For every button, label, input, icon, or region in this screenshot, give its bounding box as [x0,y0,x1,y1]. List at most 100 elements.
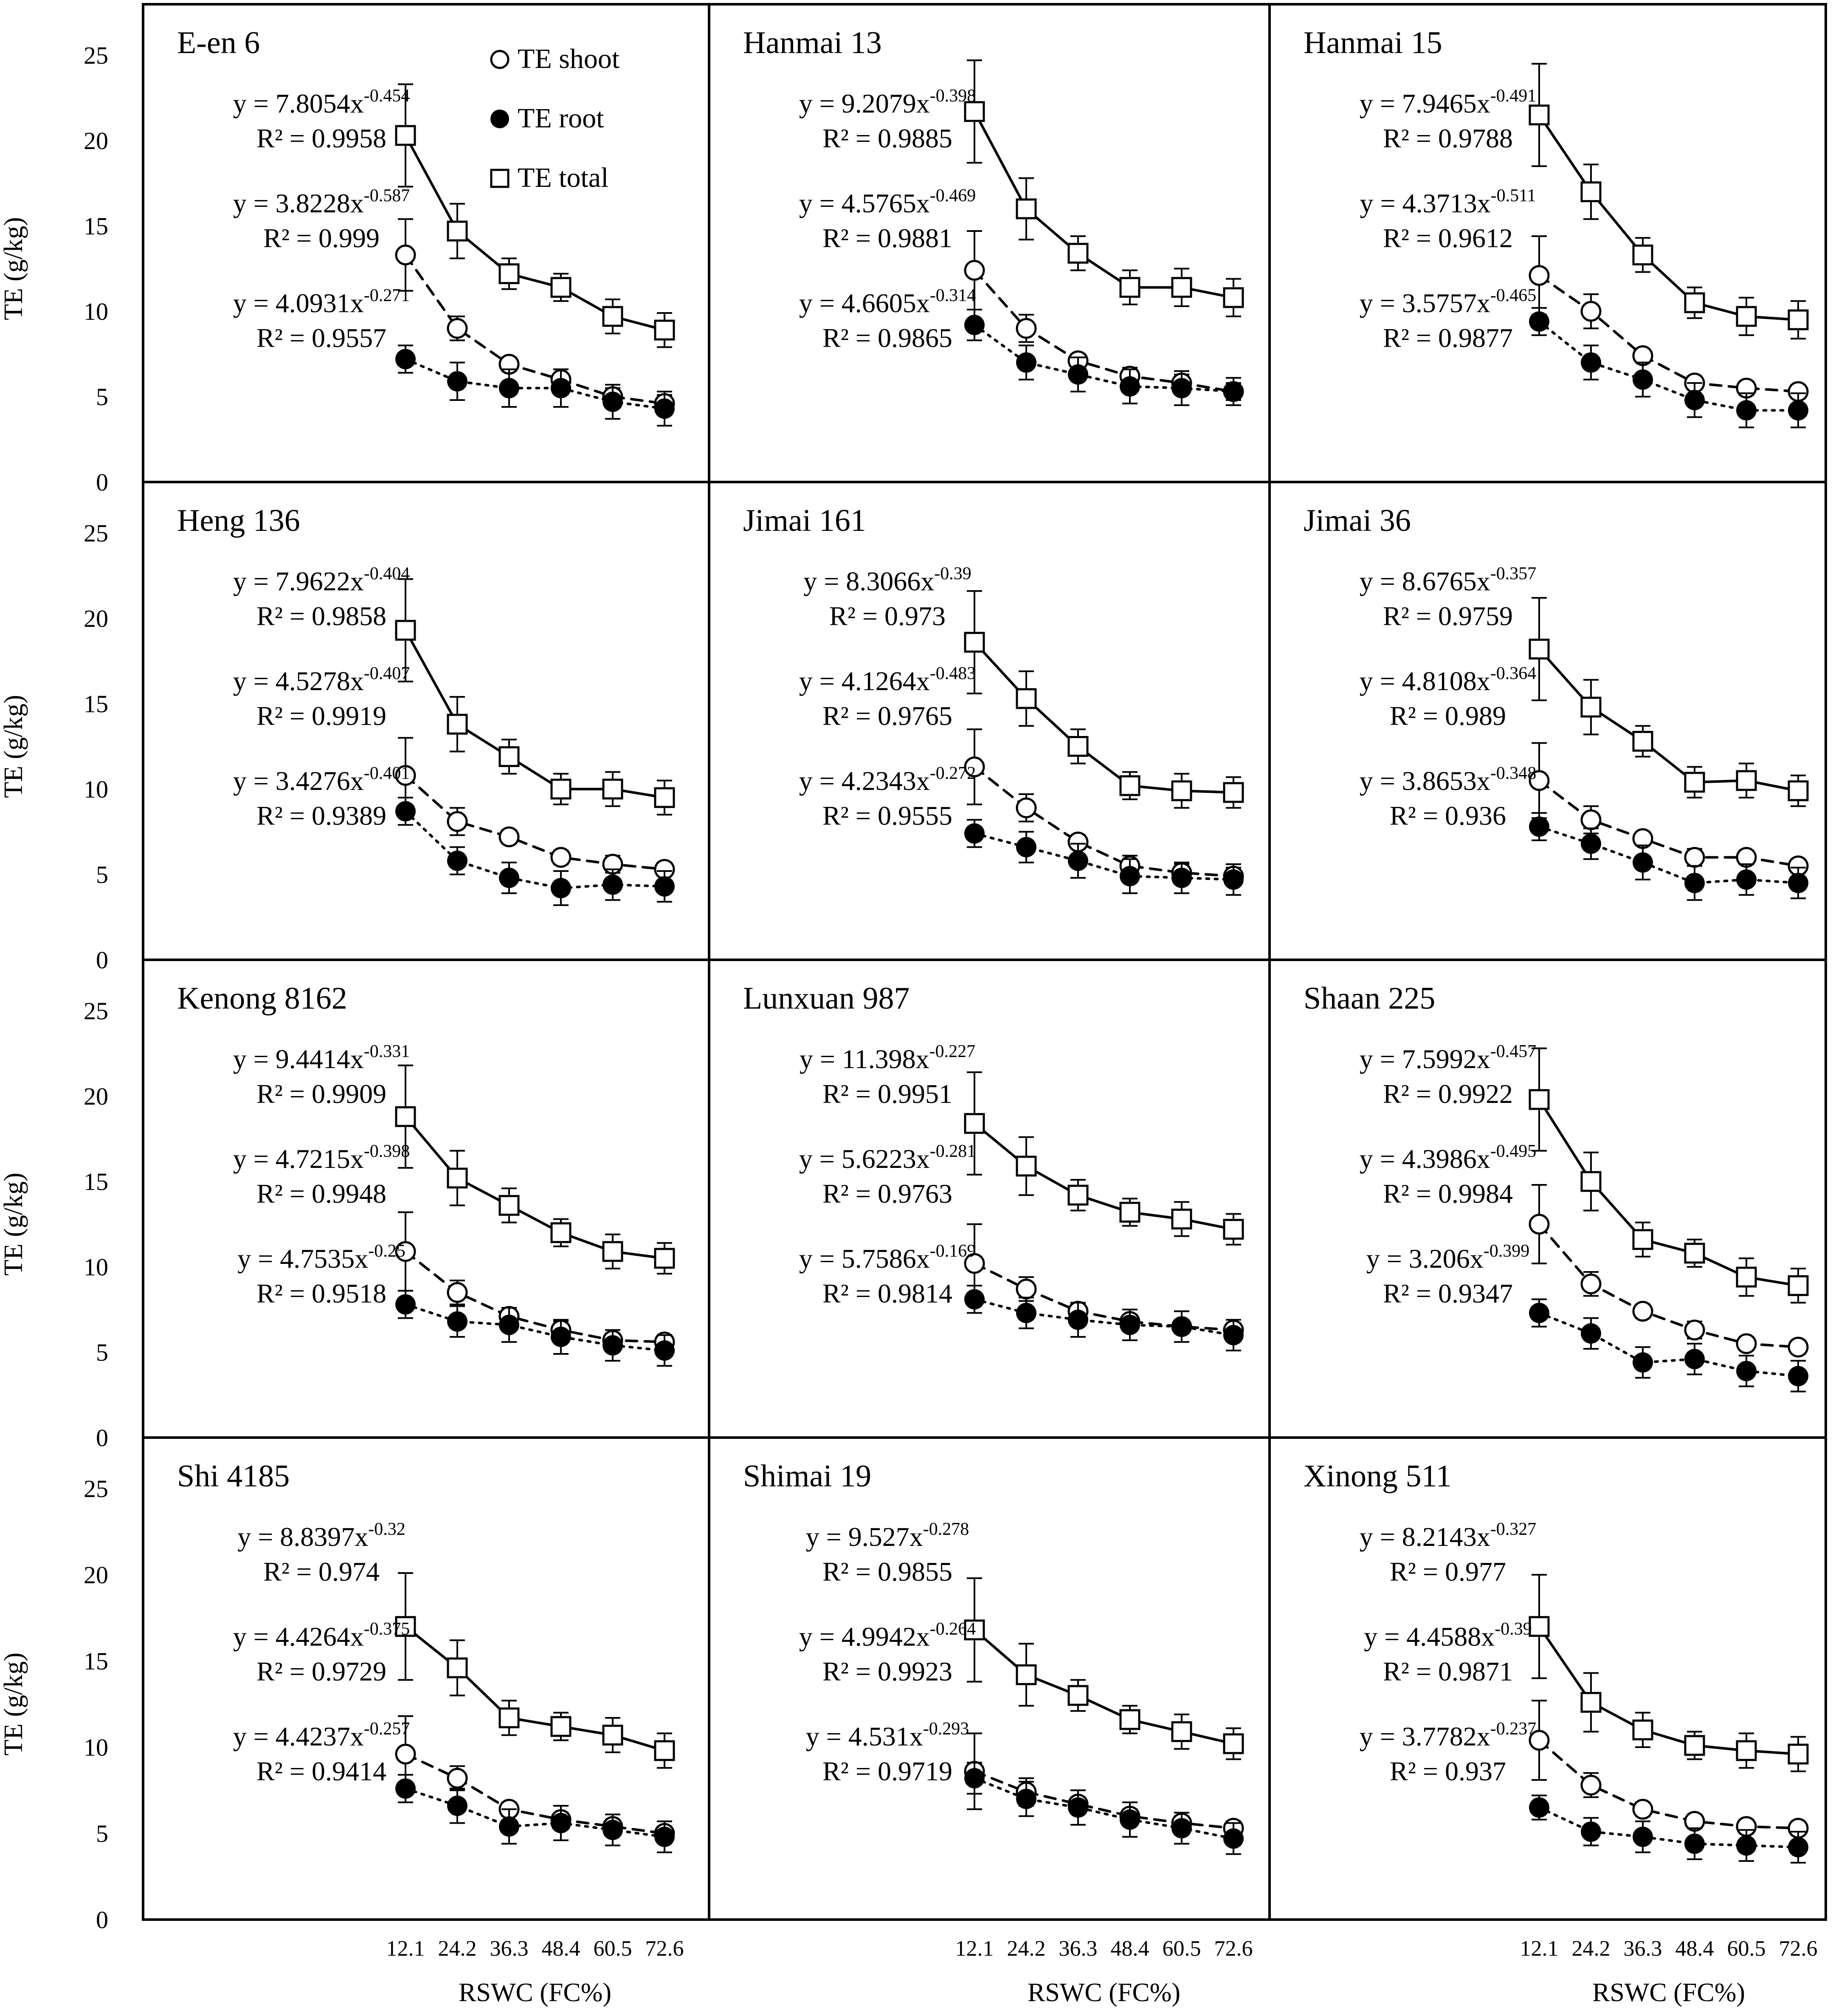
data-point-shoot [1580,809,1602,830]
data-point-total [602,1725,623,1746]
equation-main: y = 4.3986x [1360,1144,1490,1174]
panel-kenong-8162: Kenong 8162 y = 9.4414x-0.331 R² = 0.9909 y… [142,959,710,1439]
data-point-total [395,1616,416,1637]
equation-label: y = 7.8054x-0.454 [233,86,410,118]
data-point-total [1016,1664,1037,1685]
equation-exponent: -0.483 [930,664,976,683]
data-point-total [1580,1692,1602,1713]
data-point-shoot [498,826,520,848]
equation-exponent: -0.404 [364,564,410,584]
data-point-total [1736,1740,1757,1761]
data-point-total [498,263,520,285]
equation-exponent: -0.495 [1490,1142,1537,1161]
r-squared-label: R² = 0.9865 [822,323,952,353]
data-point-root [1684,1349,1705,1370]
data-point-total [1788,309,1809,330]
data-point-total [1223,1219,1244,1240]
data-point-total [654,787,675,808]
data-point-root [1120,1314,1140,1335]
panel-heng-136: Heng 136 y = 7.9622x-0.404 R² = 0.9858 y = … [142,481,710,961]
data-point-root [1171,378,1192,398]
data-point-total [1632,1229,1653,1250]
data-point-total [395,620,416,641]
data-point-root [1736,1361,1757,1382]
data-point-total [1067,1184,1089,1206]
equation-main: y = 4.4588x [1364,1621,1495,1652]
equation-label: y = 4.8108x-0.364 [1360,664,1537,696]
r-squared-label: R² = 0.936 [1390,801,1506,831]
data-point-root [1529,1303,1549,1323]
data-point-root [1736,400,1757,421]
equation-main: y = 9.2079x [799,88,930,118]
equation-exponent: -0.469 [930,186,976,206]
x-tick-label: 24.2 [438,1937,477,1961]
equation-label: y = 4.5765x-0.469 [799,186,976,218]
data-point-total [1580,181,1602,203]
data-point-total [602,306,623,327]
r-squared-label: R² = 0.9909 [256,1079,386,1109]
y-tick-label: 25 [84,997,108,1025]
data-point-total [498,1707,520,1728]
data-point-shoot [964,260,985,281]
equation-exponent: -0.32 [368,1520,405,1539]
data-point-root [1788,1837,1808,1858]
data-point-root [1788,873,1808,894]
equation-label: y = 8.6765x-0.357 [1360,564,1537,596]
data-point-total [1119,1709,1140,1730]
equation-label: y = 9.527x-0.278 [806,1520,969,1552]
data-point-root [1120,376,1140,397]
legend-label: TE total [518,162,608,193]
y-tick-label: 5 [96,1339,108,1366]
data-point-shoot [1684,847,1705,868]
r-squared-label: R² = 0.9612 [1383,223,1513,253]
r-squared-label: R² = 0.9858 [256,601,386,631]
y-tick-label: 0 [96,468,108,496]
equation-main: y = 9.527x [806,1522,923,1552]
panel-title: Heng 136 [177,503,300,538]
data-point-root [1581,1821,1601,1842]
equation-exponent: -0.491 [1490,86,1537,106]
r-squared-label: R² = 0.9919 [256,701,386,731]
r-squared-label: R² = 0.9885 [822,123,952,153]
legend: TE shoot TE root TE total [490,43,619,193]
x-tick-label: 72.6 [645,1937,684,1961]
data-point-root [1068,850,1088,871]
r-squared-label: R² = 0.9555 [822,801,952,831]
data-point-total [1119,1201,1140,1223]
data-point-shoot [1016,797,1037,818]
panel-grid: E-en 6 y = 7.8054x-0.454 R² = 0.9958 y = 3.… [142,3,1827,1921]
data-point-total [447,1657,468,1678]
data-point-total [1684,1243,1705,1264]
equation-label: y = 9.2079x-0.398 [799,86,976,118]
x-tick-label: 36.3 [1624,1937,1662,1961]
data-point-root [1684,1833,1705,1854]
equation-main: y = 8.3066x [803,566,934,596]
x-axis-title: RSWC (FC%) [1028,1978,1180,2007]
data-point-root [499,868,519,888]
equation-main: y = 4.7215x [233,1144,364,1174]
equation-exponent: -0.364 [1490,664,1537,683]
panel-shimai-19: Shimai 19 y = 9.527x-0.278 R² = 0.9855 y = … [708,1436,1271,1921]
data-point-shoot [1788,1336,1809,1358]
data-point-total [1632,730,1653,752]
data-point-root [551,1813,571,1833]
panel-shaan-225: Shaan 225 y = 7.5992x-0.457 R² = 0.9922 y =… [1268,959,1827,1439]
equation-main: y = 7.5992x [1360,1044,1490,1074]
data-point-total [1736,770,1757,791]
legend-marker-root [490,110,509,128]
equation-exponent: -0.465 [1490,286,1537,305]
data-point-root [654,1827,675,1847]
data-point-shoot [1684,1320,1705,1341]
panel-title: Jimai 36 [1304,503,1411,538]
equation-main: y = 3.5757x [1360,288,1490,318]
r-squared-label: R² = 0.9347 [1383,1278,1513,1308]
y-axis-title: TE (g/kg) [0,1652,28,1756]
equation-main: y = 4.5765x [799,188,930,218]
data-point-shoot [395,765,416,786]
equation-label: y = 3.8228x-0.587 [233,186,410,218]
r-squared-label: R² = 0.977 [1390,1556,1506,1587]
equation-label: y = 5.6223x-0.281 [799,1142,976,1174]
data-point-root [603,874,623,895]
x-tick-label: 60.5 [1163,1937,1201,1961]
